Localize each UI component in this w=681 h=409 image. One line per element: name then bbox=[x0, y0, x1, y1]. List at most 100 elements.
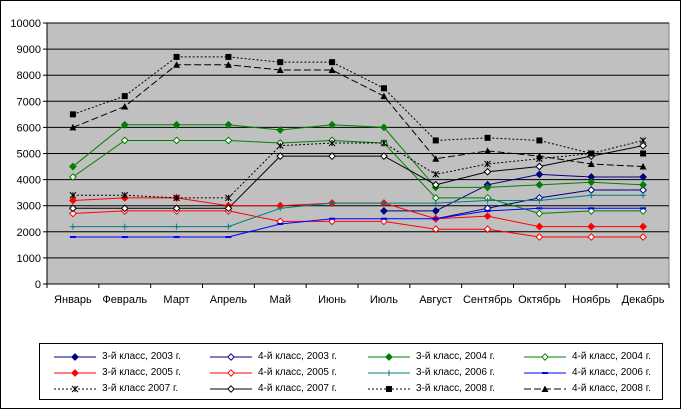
data-point bbox=[639, 163, 647, 170]
data-point bbox=[329, 59, 336, 66]
series-1 bbox=[380, 170, 647, 215]
data-point bbox=[172, 136, 181, 145]
data-point bbox=[587, 222, 596, 231]
series-10 bbox=[69, 141, 647, 213]
data-point bbox=[224, 61, 232, 68]
data-point bbox=[639, 222, 647, 231]
legend-swatch bbox=[210, 385, 252, 393]
data-point bbox=[328, 139, 336, 147]
data-point bbox=[639, 141, 647, 150]
legend-label: 4-й класс, 2003 г. bbox=[258, 351, 337, 362]
series-line bbox=[72, 194, 644, 228]
legend-swatch bbox=[54, 369, 96, 377]
data-point bbox=[380, 92, 388, 100]
x-tick-label: Июнь bbox=[318, 294, 346, 306]
data-point bbox=[224, 120, 233, 129]
legend-swatch bbox=[524, 353, 566, 361]
legend-marker bbox=[71, 353, 79, 361]
data-point bbox=[173, 61, 181, 68]
legend-marker bbox=[385, 353, 393, 361]
data-point bbox=[69, 162, 77, 171]
data-point bbox=[432, 171, 440, 178]
gridlines bbox=[47, 22, 669, 285]
legend-marker bbox=[227, 385, 235, 393]
x-tick-label: Август bbox=[419, 294, 452, 306]
series-3 bbox=[69, 120, 647, 192]
data-point bbox=[483, 225, 492, 234]
data-point bbox=[121, 103, 129, 110]
data-point bbox=[120, 136, 129, 145]
data-point bbox=[535, 162, 544, 171]
legend-label: 3-й класс, 2004 г. bbox=[416, 351, 495, 362]
data-point bbox=[328, 217, 336, 226]
data-point bbox=[587, 207, 596, 215]
line-chart: 0 1000 2000 3000 4000 5000 6000 7000 8000 9000 100… bbox=[10, 18, 670, 306]
data-point bbox=[276, 126, 285, 134]
data-point bbox=[380, 152, 388, 161]
data-point bbox=[329, 200, 336, 207]
legend-label: 4-й класс, 2006 г. bbox=[572, 367, 651, 378]
data-point bbox=[121, 191, 129, 199]
series-layer bbox=[69, 53, 647, 241]
series-line bbox=[72, 145, 644, 209]
data-point bbox=[483, 167, 492, 176]
data-point bbox=[431, 180, 440, 189]
data-point bbox=[69, 196, 77, 205]
legend-label: 4-й класс, 2007 г. bbox=[258, 383, 337, 394]
x-tick-label: Май bbox=[269, 294, 291, 306]
data-point bbox=[431, 207, 440, 215]
y-tick-label: 4000 bbox=[17, 175, 41, 187]
data-point bbox=[120, 204, 129, 213]
x-tick-label: Октябрь bbox=[518, 294, 561, 306]
legend-marker bbox=[541, 353, 549, 361]
data-point bbox=[69, 123, 77, 131]
data-point bbox=[431, 225, 440, 234]
series-line bbox=[383, 173, 644, 212]
data-point bbox=[535, 152, 543, 160]
data-point bbox=[277, 59, 284, 66]
series-12 bbox=[69, 61, 647, 170]
data-point bbox=[536, 197, 543, 204]
data-point bbox=[587, 178, 596, 187]
y-tick-label: 5000 bbox=[17, 149, 41, 161]
data-point bbox=[69, 173, 77, 181]
y-tick-label: 9000 bbox=[17, 44, 41, 56]
data-point bbox=[69, 223, 76, 230]
data-point bbox=[225, 223, 232, 230]
data-point bbox=[380, 85, 387, 92]
y-tick-label: 7000 bbox=[17, 96, 41, 108]
legend-label: 4-й класс, 2005 г. bbox=[258, 367, 337, 378]
data-point bbox=[535, 180, 544, 189]
legend-marker bbox=[386, 386, 392, 392]
legend: 3-й класс, 2003 г. 4-й класс, 2003 г. 3-й … bbox=[39, 343, 663, 400]
legend-marker bbox=[541, 385, 549, 392]
legend-label: 3-й класс, 2003 г. bbox=[102, 351, 181, 362]
legend-label: 3-й класс 2007 г. bbox=[102, 383, 179, 394]
series-8 bbox=[69, 207, 647, 239]
legend-marker bbox=[71, 385, 79, 393]
legend-swatch bbox=[368, 353, 410, 361]
data-point bbox=[69, 204, 77, 213]
x-tick-label: Сентябрь bbox=[463, 294, 513, 306]
y-tick-label: 2000 bbox=[17, 227, 41, 239]
data-point bbox=[535, 222, 544, 231]
data-point bbox=[121, 93, 128, 100]
data-point bbox=[484, 197, 491, 204]
x-tick-label: Апрель bbox=[210, 294, 248, 306]
y-axis-ticks: 0 1000 2000 3000 4000 5000 6000 7000 8000 9000 100… bbox=[10, 18, 48, 291]
data-point bbox=[639, 180, 647, 189]
data-point bbox=[587, 233, 596, 241]
data-point bbox=[535, 170, 544, 179]
data-point bbox=[483, 212, 492, 221]
data-point bbox=[172, 204, 181, 213]
data-point bbox=[535, 233, 544, 241]
data-point bbox=[536, 137, 543, 144]
x-tick-label: Март bbox=[163, 294, 189, 306]
legend-marker bbox=[227, 369, 235, 377]
data-point bbox=[380, 200, 387, 207]
data-point bbox=[69, 111, 76, 118]
data-point bbox=[380, 123, 388, 132]
y-tick-label: 0 bbox=[35, 279, 41, 291]
x-tick-label: Декабрь bbox=[622, 294, 665, 306]
